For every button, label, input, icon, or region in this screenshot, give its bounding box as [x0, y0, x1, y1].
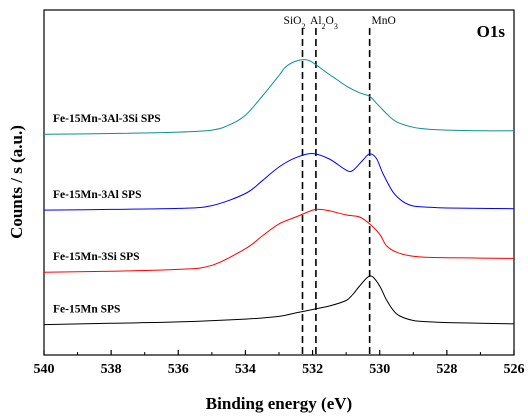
series-labels: Fe-15Mn SPS Fe-15Mn-3Si SPS Fe-15Mn-3Al SP… — [53, 113, 161, 315]
x-tick-label: 534 — [235, 362, 256, 377]
series-label: Fe-15Mn-3Al-3Si SPS — [53, 113, 161, 125]
series-line — [43, 275, 515, 326]
x-axis-title: Binding energy (eV) — [206, 394, 352, 413]
reference-label: Al2O3 — [310, 15, 338, 31]
x-tick-label: 532 — [302, 362, 323, 377]
series-label: Fe-15Mn-3Si SPS — [53, 251, 140, 263]
x-tick-label: 536 — [168, 362, 189, 377]
x-axis-ticks: 540 538 536 534 532 530 528 526 — [34, 350, 525, 377]
series-label: Fe-15Mn SPS — [53, 304, 120, 316]
series-group — [43, 59, 515, 326]
x-tick-label: 526 — [504, 362, 525, 377]
series-line — [43, 152, 515, 211]
reference-lines: SiO2 Al2O3 MnO — [284, 15, 396, 355]
x-tick-label: 528 — [436, 362, 457, 377]
x-tick-label: 530 — [369, 362, 390, 377]
x-tick-label: 540 — [34, 362, 55, 377]
series-line — [43, 208, 515, 273]
x-tick-label: 538 — [101, 362, 122, 377]
series-label: Fe-15Mn-3Al SPS — [53, 189, 141, 201]
reference-label: SiO2 — [284, 15, 306, 31]
panel-label: O1s — [477, 22, 506, 41]
series-line — [43, 59, 515, 135]
y-axis-title: Counts / s (a.u.) — [7, 125, 26, 239]
reference-label: MnO — [372, 15, 396, 27]
